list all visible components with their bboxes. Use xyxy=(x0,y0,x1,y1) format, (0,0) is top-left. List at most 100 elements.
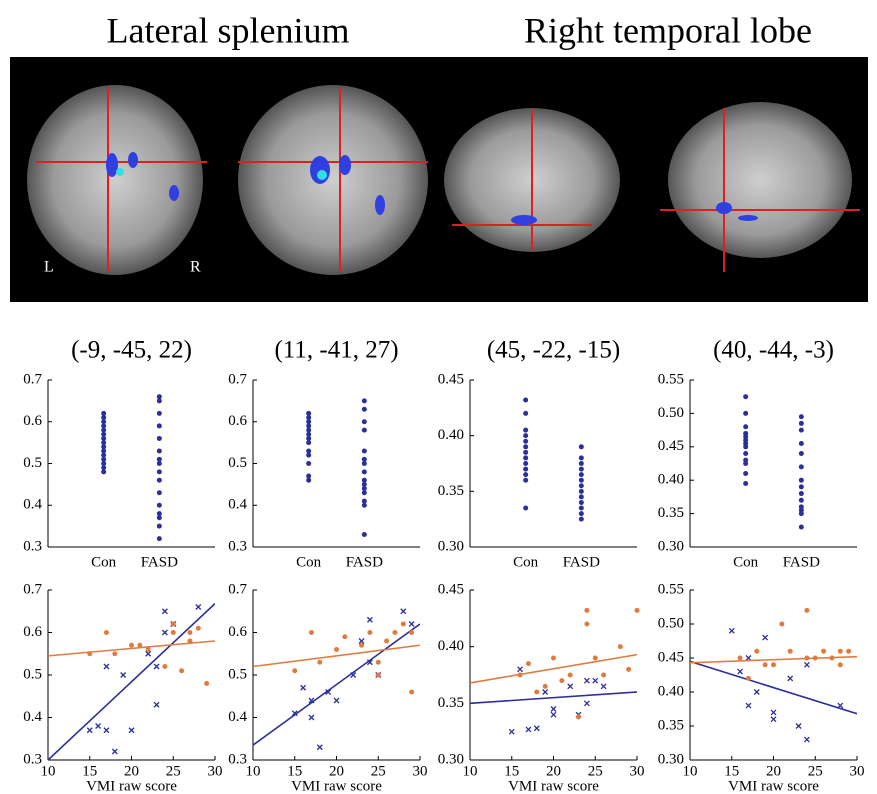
point xyxy=(743,471,748,476)
point xyxy=(743,458,748,463)
point xyxy=(584,622,589,627)
y-tick-label: 0.45 xyxy=(438,581,464,597)
point xyxy=(579,489,584,494)
point xyxy=(743,411,748,416)
point xyxy=(799,464,804,469)
y-tick-label: 0.55 xyxy=(658,581,684,597)
point xyxy=(401,609,406,614)
point xyxy=(129,728,134,733)
point xyxy=(526,661,531,666)
point xyxy=(523,455,528,460)
point xyxy=(401,622,406,627)
point xyxy=(523,478,528,483)
x-tick-label: 30 xyxy=(850,763,865,779)
y-tick-label: 0.50 xyxy=(658,615,684,631)
chart: 0.30.40.50.60.71015202530VMI raw score xyxy=(23,581,222,794)
y-tick-label: 0.4 xyxy=(23,709,42,725)
point xyxy=(746,703,751,708)
fit-line xyxy=(470,692,637,703)
point xyxy=(799,451,804,456)
marker-x xyxy=(409,622,414,627)
marker-x xyxy=(129,728,134,733)
point xyxy=(362,532,367,537)
point xyxy=(292,668,297,673)
point xyxy=(157,490,162,495)
point xyxy=(171,622,176,627)
y-tick-label: 0.5 xyxy=(228,455,247,471)
x-tick-label: FASD xyxy=(346,554,383,570)
point xyxy=(799,491,804,496)
point xyxy=(409,622,414,627)
x-tick-label: FASD xyxy=(563,554,600,570)
point xyxy=(754,649,759,654)
x-tick-label: 15 xyxy=(504,763,519,779)
marker-x xyxy=(551,712,556,717)
y-tick-label: 0.35 xyxy=(438,483,464,499)
point xyxy=(384,639,389,644)
point xyxy=(112,749,117,754)
point xyxy=(362,457,367,462)
y-tick-label: 0.7 xyxy=(23,581,42,597)
marker-x xyxy=(104,728,109,733)
point xyxy=(334,647,339,652)
marker-x xyxy=(584,701,589,706)
y-tick-label: 0.40 xyxy=(658,683,684,699)
marker-x xyxy=(593,678,598,683)
point xyxy=(523,461,528,466)
y-tick-label: 0.40 xyxy=(658,472,684,488)
point xyxy=(523,433,528,438)
y-tick-label: 0.4 xyxy=(23,497,42,513)
chart: 0.30.40.50.60.71015202530VMI raw score xyxy=(228,581,427,794)
marker-x xyxy=(367,617,372,622)
brain-panel xyxy=(10,57,868,302)
x-axis-label: VMI raw score xyxy=(508,778,599,794)
point xyxy=(804,662,809,667)
point xyxy=(523,467,528,472)
chart-title: (40, -44, -3) xyxy=(713,337,834,364)
point xyxy=(187,630,192,635)
x-tick-label: 30 xyxy=(413,763,428,779)
point xyxy=(362,499,367,504)
y-tick-label: 0.45 xyxy=(658,649,684,665)
x-tick-label: 10 xyxy=(463,763,478,779)
point xyxy=(409,690,414,695)
x-tick-label: Con xyxy=(91,554,117,570)
point xyxy=(579,494,584,499)
point xyxy=(157,457,162,462)
y-tick-label: 0.4 xyxy=(228,709,247,725)
y-tick-label: 0.3 xyxy=(228,538,247,554)
point xyxy=(523,411,528,416)
point xyxy=(771,710,776,715)
point xyxy=(179,668,184,673)
y-tick-label: 0.40 xyxy=(438,427,464,443)
x-tick-label: Con xyxy=(513,554,539,570)
point xyxy=(534,726,539,731)
point xyxy=(196,626,201,631)
point xyxy=(306,474,311,479)
x-tick-label: 20 xyxy=(124,763,139,779)
fit-line xyxy=(690,661,857,713)
point xyxy=(584,678,589,683)
marker-x xyxy=(301,685,306,690)
marker-x xyxy=(804,737,809,742)
fit-line xyxy=(253,624,420,745)
point xyxy=(157,511,162,516)
y-tick-label: 0.6 xyxy=(228,413,247,429)
point xyxy=(362,448,367,453)
point xyxy=(743,451,748,456)
marker-x xyxy=(568,684,573,689)
chart-title: (-9, -45, 22) xyxy=(71,337,192,364)
point xyxy=(392,630,397,635)
chart: 0.300.350.400.450.500.551015202530VMI ra… xyxy=(658,581,865,794)
point xyxy=(579,506,584,511)
point xyxy=(129,643,134,648)
point xyxy=(121,673,126,678)
point xyxy=(593,656,598,661)
x-tick-label: 20 xyxy=(766,763,781,779)
point xyxy=(306,461,311,466)
point xyxy=(362,407,367,412)
point xyxy=(821,649,826,654)
point xyxy=(763,662,768,667)
point xyxy=(309,715,314,720)
point xyxy=(846,649,851,654)
